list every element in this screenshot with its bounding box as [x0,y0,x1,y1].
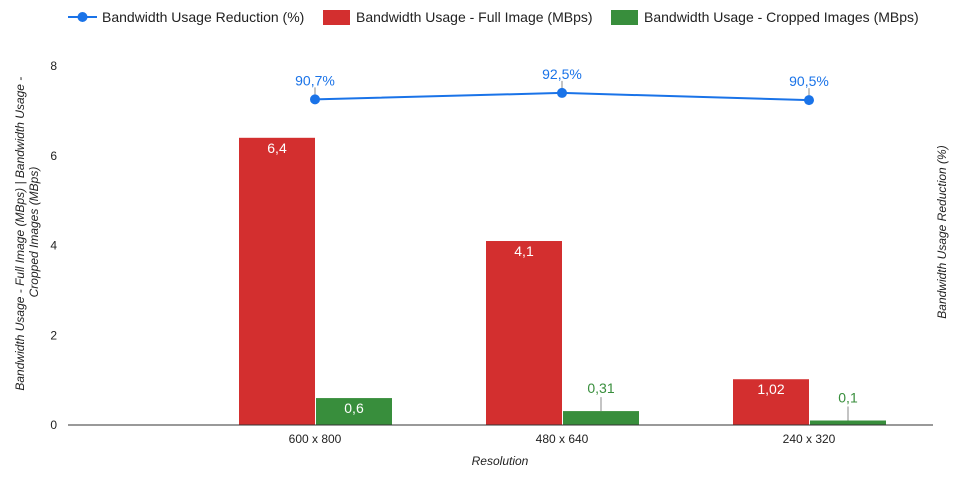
reduction-point-label: 90,5% [789,73,829,89]
x-axis-ticks: 600 x 800 480 x 640 240 x 320 [289,432,836,446]
bar-full-image [733,379,809,425]
x-tick-label: 240 x 320 [783,432,836,446]
y-tick-label: 0 [50,418,57,432]
bar-cropped-images [810,420,886,425]
legend: Bandwidth Usage Reduction (%) Bandwidth … [68,9,919,25]
legend-label-cropped: Bandwidth Usage - Cropped Images (MBps) [644,9,919,25]
reduction-point [804,95,814,106]
y-tick-label: 2 [50,328,57,342]
y-tick-label: 8 [50,59,57,73]
bars: 6,4 0,6 4,1 0,31 1,02 0,1 [239,137,886,426]
legend-label-reduction: Bandwidth Usage Reduction (%) [102,9,304,25]
legend-swatch-full [323,10,350,25]
bar-label-full-image: 4,1 [514,243,534,259]
legend-item-full: Bandwidth Usage - Full Image (MBps) [323,9,593,25]
bar-label-full-image: 1,02 [757,381,784,397]
legend-dot-swatch [77,12,88,22]
y-tick-label: 6 [50,149,57,163]
reduction-point-label: 90,7% [295,72,335,88]
legend-item-reduction: Bandwidth Usage Reduction (%) [68,9,304,25]
y-axis-title-right: Bandwidth Usage Reduction (%) [935,145,949,318]
y-axis-ticks: 0 2 4 6 8 [50,59,57,432]
reduction-line: 90,7% 92,5% 90,5% [295,66,829,106]
bar-label-cropped-images: 0,1 [838,390,858,406]
y-tick-label: 4 [50,239,57,253]
legend-label-full: Bandwidth Usage - Full Image (MBps) [356,9,593,25]
legend-item-cropped: Bandwidth Usage - Cropped Images (MBps) [611,9,919,25]
bar-label-full-image: 6,4 [267,140,287,156]
bar-full-image [486,241,562,425]
legend-swatch-cropped [611,10,638,25]
x-tick-label: 600 x 800 [289,432,342,446]
reduction-point [557,87,567,98]
bar-cropped-images [563,411,639,425]
x-tick-label: 480 x 640 [536,432,589,446]
bar-cropped-images [316,398,392,425]
bar-full-image [239,137,315,426]
bar-label-cropped-images: 0,31 [587,380,614,396]
bar-label-cropped-images: 0,6 [344,400,364,416]
x-axis-title: Resolution [472,454,529,468]
reduction-point-label: 92,5% [542,66,582,82]
y-axis-title-left: Bandwidth Usage - Full Image (MBps) | Ba… [13,73,41,390]
reduction-point [310,94,320,105]
